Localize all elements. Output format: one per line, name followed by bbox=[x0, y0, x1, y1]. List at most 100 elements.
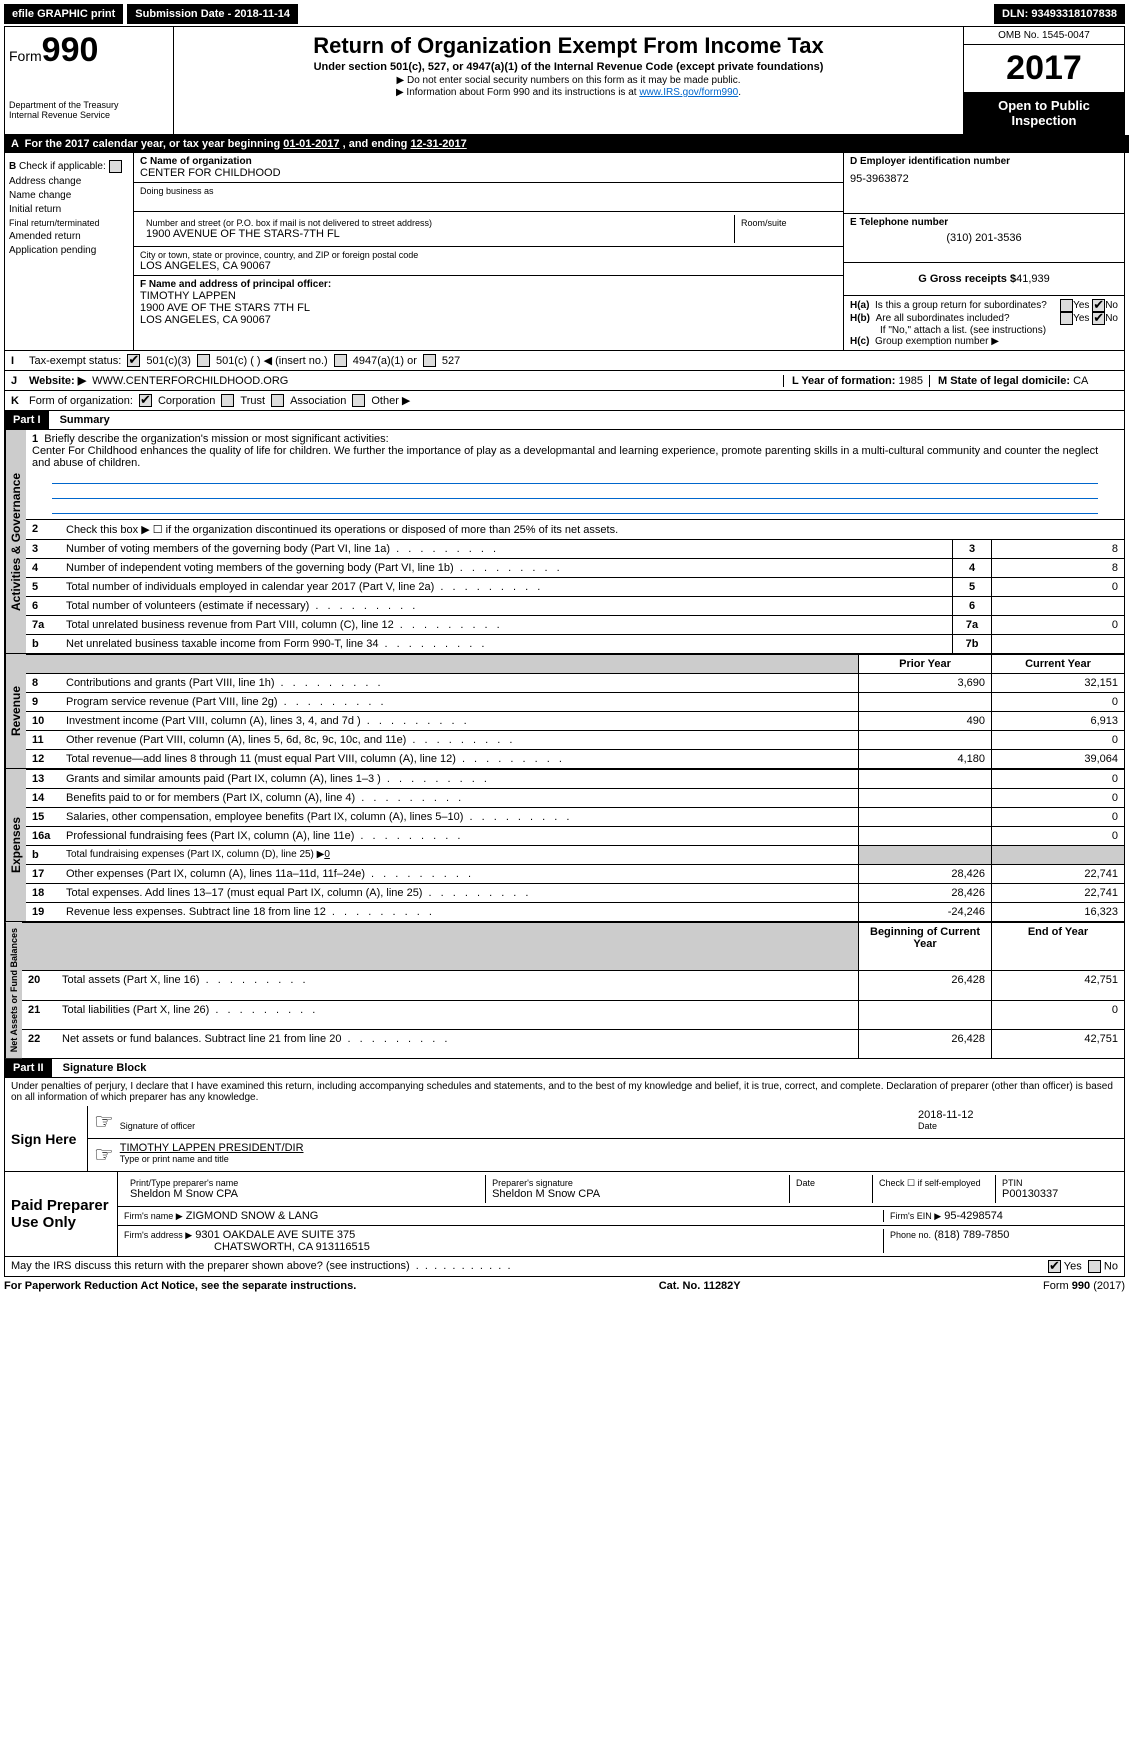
room-label: Room/suite bbox=[741, 218, 831, 228]
b-label: Check if applicable: bbox=[19, 161, 106, 172]
form-title: Return of Organization Exempt From Incom… bbox=[178, 33, 959, 59]
ein: 95-3963872 bbox=[850, 173, 1118, 185]
type-name-label: Type or print name and title bbox=[120, 1154, 1118, 1164]
chk-corp[interactable] bbox=[139, 394, 152, 407]
activities-governance: Activities & Governance 1 Briefly descri… bbox=[4, 430, 1125, 654]
firm-phone: (818) 789-7850 bbox=[934, 1229, 1009, 1241]
footer-left: For Paperwork Reduction Act Notice, see … bbox=[4, 1280, 356, 1292]
year-formation: 1985 bbox=[899, 375, 923, 387]
governance-table: 2Check this box ▶ ☐ if the organization … bbox=[26, 519, 1124, 539]
col-name-address: C Name of organization CENTER FOR CHILDH… bbox=[134, 153, 843, 350]
firm-ein-label: Firm's EIN ▶ bbox=[890, 1211, 941, 1221]
firm-phone-label: Phone no. bbox=[890, 1230, 931, 1240]
dept-treasury: Department of the Treasury bbox=[9, 100, 169, 110]
a-end: 12-31-2017 bbox=[410, 138, 466, 150]
website: WWW.CENTERFORCHILDHOOD.ORG bbox=[92, 375, 288, 387]
opt-4947: 4947(a)(1) or bbox=[353, 355, 417, 367]
col-current-year: Current Year bbox=[992, 655, 1125, 674]
paid-preparer-label: Paid Preparer Use Only bbox=[5, 1172, 118, 1256]
mission-text: Center For Childhood enhances the qualit… bbox=[32, 445, 1098, 469]
line-A: A For the 2017 calendar year, or tax yea… bbox=[5, 135, 1129, 153]
topbar: efile GRAPHIC print Submission Date - 20… bbox=[4, 4, 1125, 24]
firm-name: ZIGMOND SNOW & LANG bbox=[186, 1210, 319, 1222]
section-IJK: ITax-exempt status: 501(c)(3) 501(c) ( )… bbox=[4, 351, 1125, 411]
a-mid: , and ending bbox=[340, 138, 411, 150]
officer-name: TIMOTHY LAPPEN bbox=[140, 290, 837, 302]
line2: Check this box ▶ ☐ if the organization d… bbox=[60, 520, 1124, 540]
sig-officer-label: Signature of officer bbox=[120, 1121, 918, 1131]
opt-corp: Corporation bbox=[158, 395, 215, 407]
sig-date: 2018-11-12 bbox=[918, 1109, 1118, 1121]
officer-addr2: LOS ANGELES, CA 90067 bbox=[140, 314, 837, 326]
opt-527: 527 bbox=[442, 355, 460, 367]
chk-501c[interactable] bbox=[197, 354, 210, 367]
irs-link[interactable]: www.IRS.gov/form990 bbox=[639, 87, 738, 98]
chk-527[interactable] bbox=[423, 354, 436, 367]
netassets-section: Net Assets or Fund Balances Beginning of… bbox=[4, 922, 1125, 1059]
state-domicile: CA bbox=[1073, 375, 1088, 387]
l-label: L Year of formation: bbox=[792, 375, 896, 387]
date-label: Date bbox=[918, 1121, 1118, 1131]
form-header: Form990 Department of the Treasury Inter… bbox=[4, 26, 1125, 135]
self-employed: Check ☐ if self-employed bbox=[873, 1175, 996, 1203]
officer-addr1: 1900 AVE OF THE STARS 7TH FL bbox=[140, 302, 837, 314]
j-label: Website: ▶ bbox=[29, 374, 86, 387]
f-label: F Name and address of principal officer: bbox=[140, 279, 837, 290]
firm-addr2: CHATSWORTH, CA 913116515 bbox=[124, 1241, 370, 1253]
form-year-block: OMB No. 1545-0047 2017 Open to Public In… bbox=[963, 27, 1124, 134]
footer: For Paperwork Reduction Act Notice, see … bbox=[4, 1277, 1125, 1295]
dln: DLN: 93493318107838 bbox=[994, 4, 1125, 24]
tab-expenses: Expenses bbox=[5, 769, 26, 921]
hc-label: Group exemption number ▶ bbox=[875, 336, 999, 347]
opt-trust: Trust bbox=[240, 395, 265, 407]
sign-here: Sign Here bbox=[5, 1106, 88, 1171]
chk-initial: Initial return bbox=[9, 204, 129, 215]
dba-label: Doing business as bbox=[140, 186, 837, 196]
chk-trust[interactable] bbox=[221, 394, 234, 407]
prep-date-label: Date bbox=[796, 1178, 866, 1188]
checkbox[interactable] bbox=[109, 160, 122, 173]
line1-label: Briefly describe the organization's miss… bbox=[44, 433, 388, 445]
chk-address-change: Address change bbox=[9, 176, 129, 187]
omb-number: OMB No. 1545-0047 bbox=[964, 27, 1124, 45]
hb-note: If "No," attach a list. (see instruction… bbox=[850, 325, 1118, 336]
a-begin: 01-01-2017 bbox=[283, 138, 339, 150]
form-prefix: Form bbox=[9, 48, 42, 64]
street: 1900 AVENUE OF THE STARS-7TH FL bbox=[146, 228, 728, 240]
discuss-no[interactable] bbox=[1088, 1260, 1101, 1273]
chk-assoc[interactable] bbox=[271, 394, 284, 407]
open-public: Open to Public Inspection bbox=[964, 92, 1124, 134]
chk-4947[interactable] bbox=[334, 354, 347, 367]
i-label: Tax-exempt status: bbox=[29, 355, 121, 367]
phone: (310) 201-3536 bbox=[850, 232, 1118, 244]
opt-other: Other ▶ bbox=[371, 394, 410, 407]
discuss-yes[interactable] bbox=[1048, 1260, 1061, 1273]
form-id-block: Form990 Department of the Treasury Inter… bbox=[5, 27, 174, 134]
irs-label: Internal Revenue Service bbox=[9, 110, 169, 120]
c-label: C Name of organization bbox=[140, 156, 837, 167]
declaration: Under penalties of perjury, I declare th… bbox=[4, 1078, 1125, 1106]
prep-sig: Sheldon M Snow CPA bbox=[492, 1188, 783, 1200]
checkbox[interactable] bbox=[1060, 312, 1073, 325]
part-i: Part I Summary bbox=[4, 411, 1125, 430]
discuss-label: May the IRS discuss this return with the… bbox=[11, 1260, 410, 1272]
chk-501c3[interactable] bbox=[127, 354, 140, 367]
tab-revenue: Revenue bbox=[5, 654, 26, 768]
gross-receipts: 41,939 bbox=[1016, 273, 1050, 285]
checkbox-checked[interactable] bbox=[1092, 312, 1105, 325]
chk-pending: Application pending bbox=[9, 245, 129, 256]
form-number: 990 bbox=[42, 31, 99, 69]
efile-button[interactable]: efile GRAPHIC print bbox=[4, 4, 123, 24]
form-subtitle: Under section 501(c), 527, or 4947(a)(1)… bbox=[178, 61, 959, 73]
firm-ein: 95-4298574 bbox=[944, 1210, 1003, 1222]
opt-assoc: Association bbox=[290, 395, 346, 407]
form-title-block: Return of Organization Exempt From Incom… bbox=[174, 27, 963, 134]
chk-other[interactable] bbox=[352, 394, 365, 407]
chk-final: Final return/terminated bbox=[9, 218, 129, 228]
sign-here-block: Sign Here ☞ Signature of officer 2018-11… bbox=[4, 1106, 1125, 1172]
tax-year: 2017 bbox=[964, 45, 1124, 92]
org-name: CENTER FOR CHILDHOOD bbox=[140, 167, 837, 179]
a-pre: For the 2017 calendar year, or tax year … bbox=[25, 138, 284, 150]
checkbox[interactable] bbox=[1060, 299, 1073, 312]
part-i-subtitle: Summary bbox=[52, 414, 110, 426]
